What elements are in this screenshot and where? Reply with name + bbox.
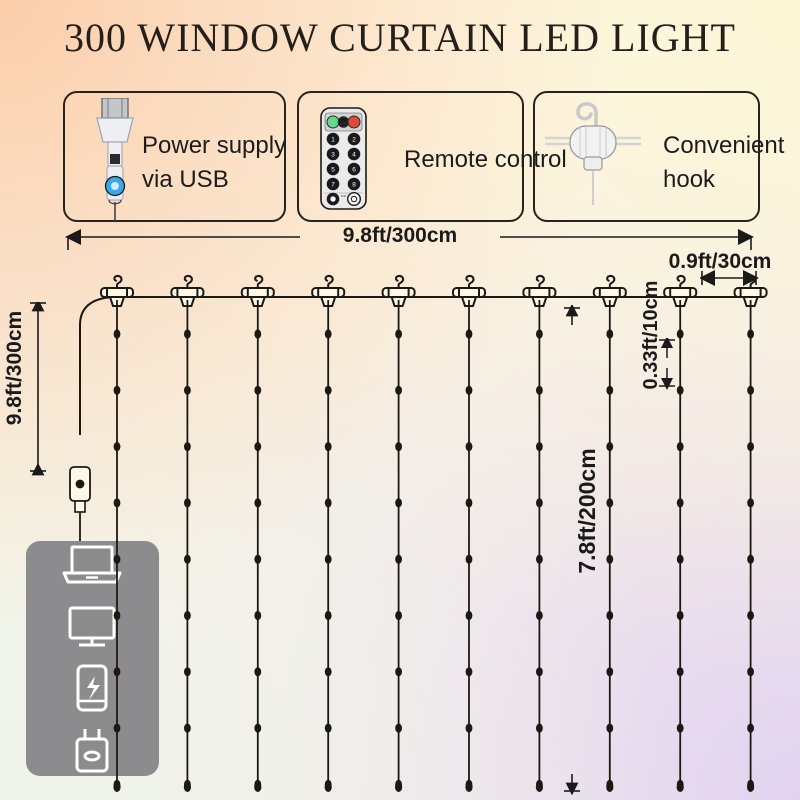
- svg-text:6: 6: [352, 167, 356, 174]
- svg-text:3: 3: [331, 152, 335, 159]
- svg-text:5: 5: [331, 167, 335, 174]
- svg-text:+: +: [347, 198, 350, 203]
- svg-text:8: 8: [352, 182, 356, 189]
- svg-text:7: 7: [331, 182, 335, 189]
- svg-text:2: 2: [352, 137, 356, 144]
- svg-text:1: 1: [331, 137, 335, 144]
- svg-text:MODE: MODE: [340, 123, 348, 126]
- svg-text:4: 4: [352, 152, 356, 159]
